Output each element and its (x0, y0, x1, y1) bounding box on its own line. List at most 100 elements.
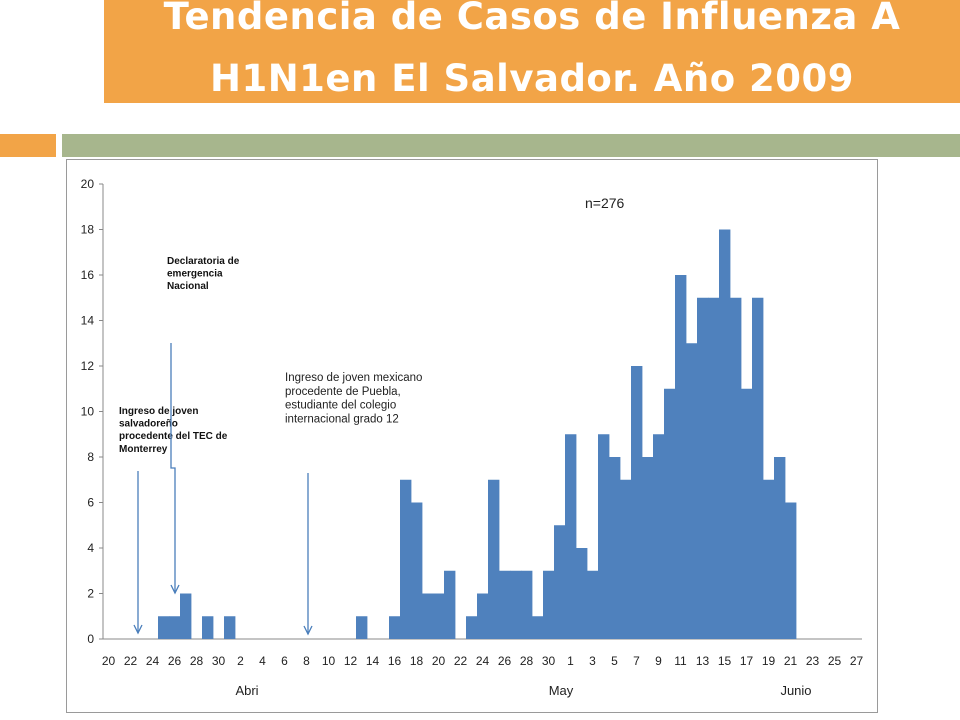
x-tick-label: 12 (344, 654, 358, 668)
bar (598, 434, 610, 639)
y-tick-label: 6 (87, 496, 94, 510)
bar (631, 366, 643, 639)
arrow-declaratoria (170, 343, 176, 593)
accent-bar-orange (0, 134, 56, 157)
bar (686, 343, 698, 639)
bar (554, 525, 566, 639)
x-tick-label: 19 (762, 654, 776, 668)
bar (774, 457, 786, 639)
arrow-salvadoreno-head (133, 624, 143, 635)
x-tick-label: 28 (520, 654, 534, 668)
x-tick-label: 26 (168, 654, 182, 668)
y-tick-label: 12 (81, 359, 95, 373)
chart-frame: 0 2 4 6 8 10 12 14 16 18 20 20 22 24 26 28 30 2 4 6 8 10 12 14 1… (66, 159, 878, 713)
bar (785, 502, 797, 639)
bar (180, 593, 192, 639)
bar (499, 570, 511, 639)
bar (642, 457, 654, 639)
x-tick-label: 10 (322, 654, 336, 668)
x-tick-label: 25 (828, 654, 842, 668)
slide-title-line-2: H1N1en El Salvador. Año 2009 (209, 57, 855, 100)
x-tick-label: 14 (366, 654, 380, 668)
bar (158, 616, 170, 639)
arrow-mexicano-head (303, 625, 313, 636)
annotation-declaratoria-line: Nacional (167, 281, 209, 292)
bar (477, 593, 489, 639)
x-tick-label: 22 (124, 654, 138, 668)
x-tick-label: 23 (806, 654, 820, 668)
x-tick-label: 2 (237, 654, 244, 668)
bar (609, 457, 621, 639)
annotation-mexicano-line: estudiante del colegio (285, 400, 396, 412)
x-tick-label: 16 (388, 654, 402, 668)
x-tick-label: 21 (784, 654, 798, 668)
annotation-salvadoreno-line: salvadoreño (119, 419, 178, 430)
annotation-mexicano-line: internacional grado 12 (285, 413, 399, 425)
x-tick-label: 30 (542, 654, 556, 668)
bar (675, 275, 687, 639)
annotation-mexicano-line: procedente de Puebla, (285, 386, 401, 398)
bar (587, 570, 599, 639)
month-label: May (549, 683, 574, 698)
slide-title: Tendencia de Casos de Influenza A H1N1en… (104, 0, 960, 103)
title-banner: Tendencia de Casos de Influenza A H1N1en… (104, 0, 960, 103)
x-tick-label: 24 (476, 654, 490, 668)
x-tick-label: 1 (567, 654, 574, 668)
month-label: Junio (780, 683, 811, 698)
x-tick-label: 18 (410, 654, 424, 668)
y-tick-label: 8 (87, 450, 94, 464)
bar (510, 570, 522, 639)
month-label: Abri (235, 683, 258, 698)
bar (697, 297, 709, 639)
y-tick-label: 14 (81, 314, 95, 328)
x-tick-label: 5 (611, 654, 618, 668)
bar (422, 593, 434, 639)
bar (433, 593, 445, 639)
bar (488, 479, 500, 639)
x-tick-label: 3 (589, 654, 596, 668)
annotation-declaratoria-line: Declaratoria de (167, 256, 240, 267)
bar (730, 297, 742, 639)
bar (708, 297, 720, 639)
bar (169, 616, 181, 639)
annotation-salvadoreno-line: Ingreso de joven (119, 406, 198, 417)
bar (752, 297, 764, 639)
y-tick-label: 10 (81, 405, 95, 419)
bar (356, 616, 368, 639)
x-tick-label: 20 (432, 654, 446, 668)
annotation-declaratoria-line: emergencia (167, 269, 223, 280)
bar (741, 388, 753, 639)
y-tick-label: 0 (87, 632, 94, 646)
bar (620, 479, 632, 639)
annotation-mexicano-line: Ingreso de joven mexicano (285, 372, 422, 384)
y-tick-label: 18 (81, 223, 95, 237)
bar (466, 616, 478, 639)
bar (224, 616, 236, 639)
x-tick-label: 20 (102, 654, 116, 668)
x-tick-label: 7 (633, 654, 640, 668)
x-tick-label: 27 (850, 654, 864, 668)
bar (653, 434, 665, 639)
bar (763, 479, 775, 639)
bar (389, 616, 401, 639)
bar (664, 388, 676, 639)
x-tick-label: 26 (498, 654, 512, 668)
x-tick-label: 4 (259, 654, 266, 668)
x-tick-label: 22 (454, 654, 468, 668)
bar (521, 570, 533, 639)
slide-title-line-1: Tendencia de Casos de Influenza A (163, 0, 901, 38)
y-tick-label: 2 (87, 587, 94, 601)
arrow-declaratoria-head (170, 584, 180, 595)
bar (444, 570, 456, 639)
bar (411, 502, 423, 639)
bar (400, 479, 412, 639)
x-tick-label: 6 (281, 654, 288, 668)
bar (576, 548, 588, 639)
y-tick-label: 16 (81, 268, 95, 282)
x-tick-label: 30 (212, 654, 226, 668)
x-tick-label: 24 (146, 654, 160, 668)
x-tick-label: 28 (190, 654, 204, 668)
x-tick-label: 8 (303, 654, 310, 668)
bar (202, 616, 214, 639)
